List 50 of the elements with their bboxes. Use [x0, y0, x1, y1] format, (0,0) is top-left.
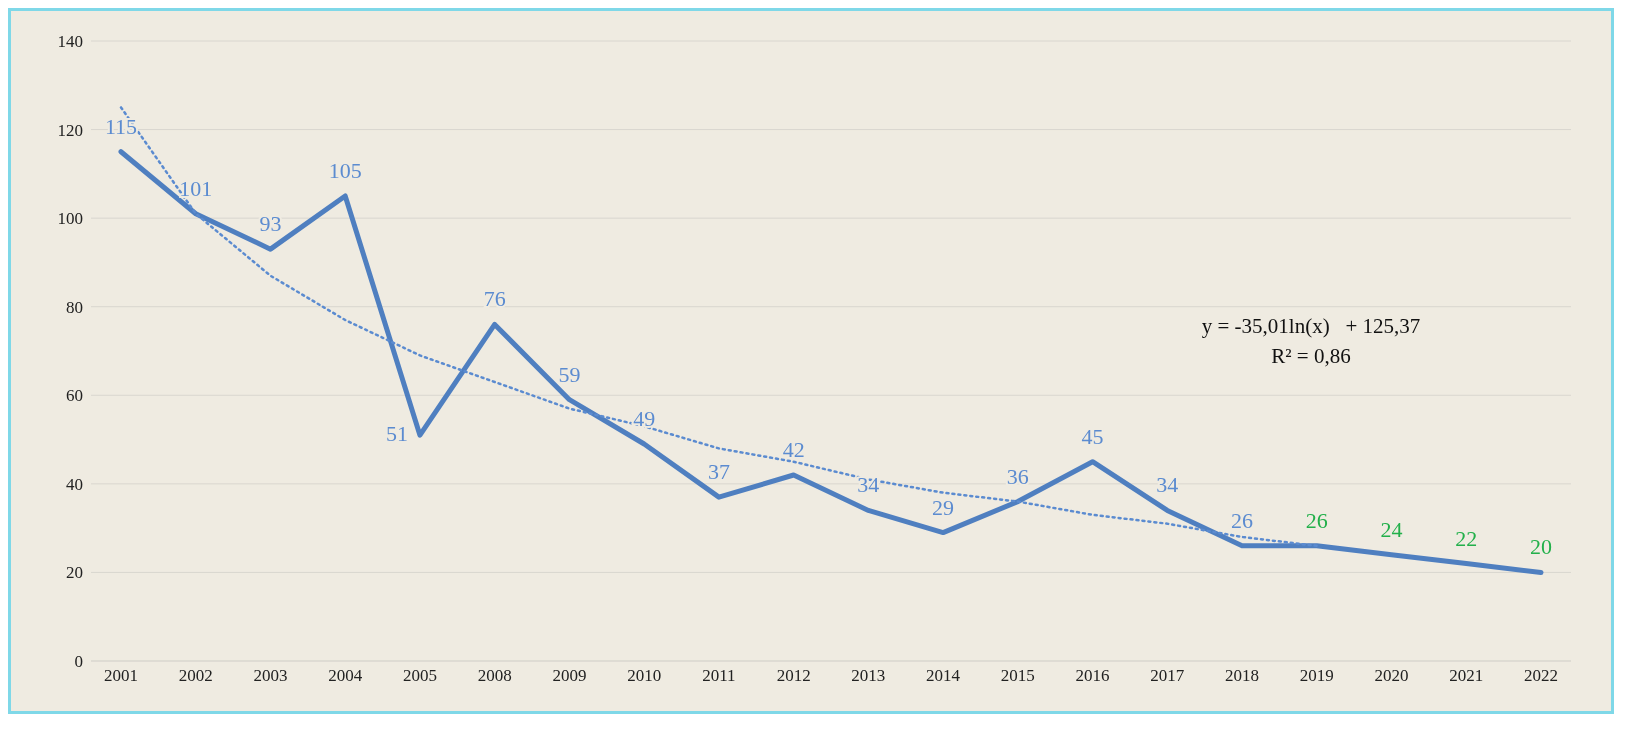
data-label: 42 [782, 437, 805, 462]
y-tick-label: 0 [74, 652, 83, 672]
x-tick-label: 2019 [1299, 666, 1334, 686]
x-tick-label: 2002 [178, 666, 213, 686]
x-tick-label: 2008 [477, 666, 512, 686]
y-tick-label: 100 [57, 209, 83, 229]
x-tick-label: 2014 [926, 666, 961, 686]
x-tick-label: 2022 [1524, 666, 1558, 686]
data-label: 36 [1006, 463, 1029, 489]
annotation: y = -35,01ln(x) + 125,37 [1200, 313, 1422, 340]
x-tick-label: 2011 [702, 666, 736, 686]
data-label: 45 [1081, 423, 1104, 449]
x-tick-label: 2013 [851, 666, 886, 686]
data-label: 20 [1530, 534, 1552, 560]
y-tick-label: 60 [66, 386, 83, 406]
data-label: 115 [104, 113, 138, 139]
data-label: 34 [1156, 472, 1179, 498]
data-label: 76 [483, 286, 506, 312]
annotation: R² = 0,86 [1270, 343, 1352, 370]
x-tick-label: 2012 [776, 666, 811, 686]
data-label: 37 [707, 459, 730, 485]
y-tick-label: 140 [57, 32, 83, 52]
y-tick-label: 40 [66, 474, 83, 494]
x-tick-label: 2020 [1374, 666, 1409, 686]
data-label: 29 [932, 494, 955, 520]
data-label: 49 [633, 406, 656, 431]
y-tick-label: 80 [66, 297, 83, 317]
y-tick-label: 120 [57, 120, 83, 140]
data-label: 51 [385, 421, 408, 447]
x-tick-label: 2015 [1000, 666, 1035, 686]
data-label: 105 [328, 158, 362, 183]
x-tick-label: 2016 [1075, 666, 1110, 686]
data-label: 101 [179, 175, 213, 201]
data-label: 34 [857, 472, 880, 498]
data-label: 26 [1231, 507, 1254, 533]
data-label: 93 [259, 211, 282, 237]
x-tick-label: 2003 [253, 666, 288, 686]
y-tick-label: 20 [66, 563, 83, 583]
x-tick-label: 2021 [1449, 666, 1484, 686]
x-tick-label: 2005 [402, 666, 437, 686]
x-tick-label: 2017 [1150, 666, 1185, 686]
data-label: 26 [1305, 507, 1328, 533]
x-tick-label: 2004 [328, 666, 363, 686]
x-tick-label: 2010 [627, 666, 662, 686]
x-tick-label: 2018 [1225, 666, 1260, 686]
data-label: 24 [1380, 516, 1403, 542]
x-tick-label: 2009 [552, 666, 587, 686]
data-label: 59 [558, 361, 581, 387]
x-tick-label: 2001 [104, 666, 138, 686]
data-label: 22 [1455, 525, 1478, 551]
